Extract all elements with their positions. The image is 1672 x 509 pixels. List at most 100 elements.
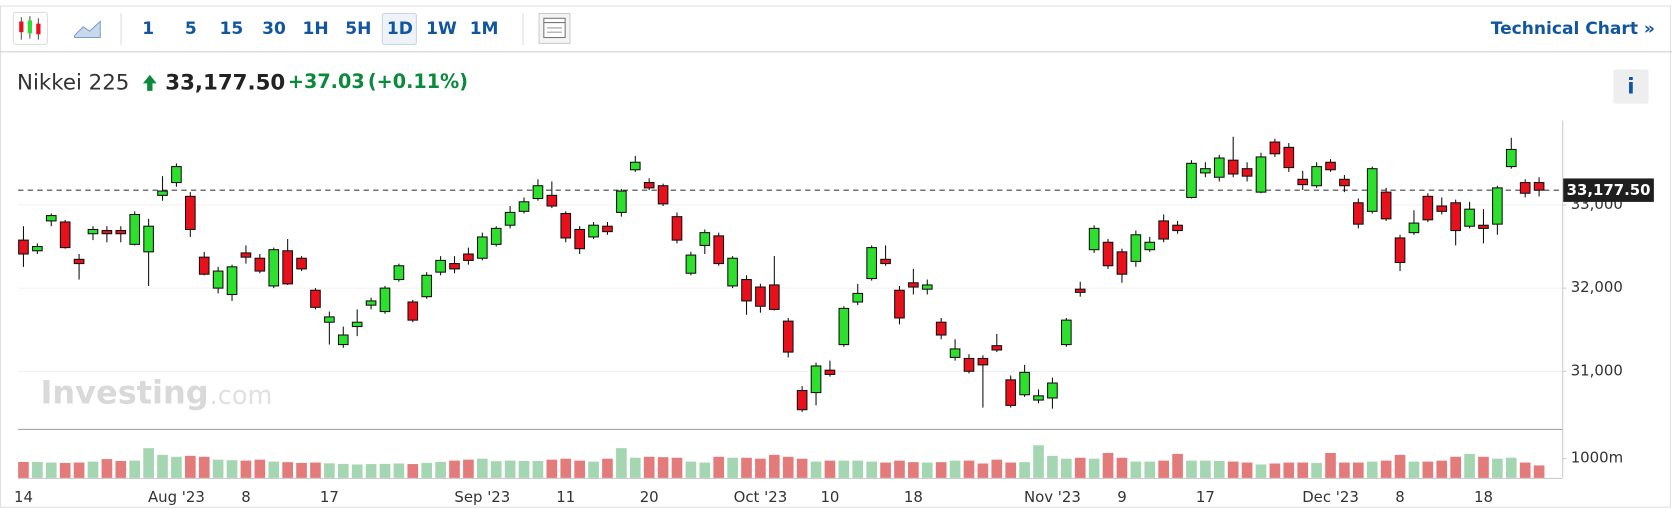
volume-bar (476, 458, 488, 478)
interval-button[interactable]: 5 (185, 19, 197, 39)
candle-body (463, 253, 474, 261)
interval-button[interactable]: 1W (426, 19, 457, 39)
y-tick-label: 32,000 (1571, 278, 1623, 296)
volume-bar (866, 461, 877, 478)
volume-bar (18, 461, 29, 478)
technical-chart-link[interactable]: Technical Chart » (1491, 19, 1655, 39)
volume-bar (1533, 465, 1545, 478)
candle-body (1200, 168, 1211, 174)
candle-body (282, 250, 293, 285)
volume-bar (1478, 456, 1489, 478)
candle-body (838, 307, 850, 346)
candle-body (1186, 162, 1197, 198)
volume-bar (1283, 462, 1295, 478)
interval-button[interactable]: 1 (142, 19, 154, 39)
candle-body (296, 257, 307, 270)
candle-body (1047, 382, 1058, 399)
candle-body (115, 230, 127, 235)
volume-bar (852, 460, 864, 478)
candle-body (1408, 222, 1420, 234)
volume-bar (504, 460, 516, 478)
candle-body (810, 365, 822, 394)
info-icon[interactable]: i (1627, 75, 1634, 100)
layout-button[interactable] (538, 12, 571, 44)
interval-button[interactable]: 15 (220, 19, 244, 39)
volume-bar (157, 454, 168, 478)
candle-body (1269, 141, 1281, 155)
volume-bar (393, 463, 405, 478)
interval-button[interactable]: 1D (387, 19, 413, 39)
volume-bar (365, 464, 377, 478)
volume-bar (1033, 445, 1044, 478)
volume-bar (1241, 462, 1253, 478)
volume-bar (1366, 461, 1378, 478)
candle-body (1297, 178, 1309, 186)
candle-body (727, 257, 738, 287)
candle-body (254, 257, 266, 272)
info-button[interactable] (1613, 69, 1649, 104)
interval-button[interactable]: 30 (262, 19, 286, 39)
x-tick-label: 17 (320, 488, 339, 506)
candle-body (310, 289, 321, 308)
candle-body (1352, 202, 1364, 225)
candle-body (1005, 379, 1017, 406)
candle-body (1478, 224, 1489, 229)
interval-button[interactable]: 1H (303, 19, 329, 39)
volume-bar (1172, 453, 1183, 478)
candle-body (171, 166, 182, 184)
x-tick-label: 11 (556, 488, 575, 506)
candle-body (1311, 166, 1322, 187)
volume-bar (1200, 460, 1211, 478)
x-tick-label: 20 (640, 488, 659, 506)
last-price-box (1563, 178, 1654, 202)
x-tick-label: 10 (820, 488, 839, 506)
volume-bar (1255, 464, 1267, 478)
volume-bar (1297, 462, 1309, 478)
candle-body (143, 225, 154, 253)
volume-bar (755, 458, 766, 478)
volume-bar (212, 459, 224, 478)
volume-bar (671, 457, 683, 478)
candle-body (226, 266, 238, 296)
last-price: 33,177.50 (165, 70, 285, 95)
interval-button[interactable]: 5H (345, 19, 371, 39)
volume-bar (629, 457, 641, 478)
volume-bar (129, 460, 141, 478)
candle-body (699, 232, 711, 246)
candle-body (407, 301, 419, 321)
candle-body (18, 239, 29, 255)
interval-button[interactable]: 1M (470, 19, 499, 39)
line-type-button[interactable] (74, 20, 101, 39)
candle-body (1074, 288, 1086, 293)
x-tick-label: Aug '23 (148, 488, 205, 506)
candle-body (768, 284, 780, 310)
candle-body (921, 284, 933, 290)
volume-bar (143, 448, 154, 478)
volume-bar (296, 462, 307, 478)
candle-body (1241, 168, 1253, 177)
volume-bar (1130, 461, 1142, 478)
volume-bar (1436, 460, 1448, 478)
candle-body (796, 389, 808, 411)
volume-bar (1408, 461, 1420, 478)
volume-bar (574, 460, 585, 478)
volume-bar (1060, 458, 1072, 478)
candle-type-button[interactable] (12, 11, 48, 45)
volume-bar (894, 460, 905, 478)
volume-bar (226, 460, 238, 478)
candle-body (1380, 191, 1392, 220)
volume-bar (449, 460, 460, 478)
candle-body (602, 225, 613, 233)
candle-body (560, 212, 572, 239)
candle-body (476, 236, 488, 259)
candle-body (87, 228, 99, 235)
candle-body (532, 185, 544, 200)
candle-body (1436, 205, 1448, 212)
candle-body (1492, 187, 1503, 225)
candle-body (449, 263, 460, 270)
candle-body (616, 190, 627, 213)
volume-bar (741, 457, 752, 478)
candle-body (73, 258, 85, 265)
candle-body (365, 300, 377, 306)
candle-body (1102, 241, 1114, 267)
